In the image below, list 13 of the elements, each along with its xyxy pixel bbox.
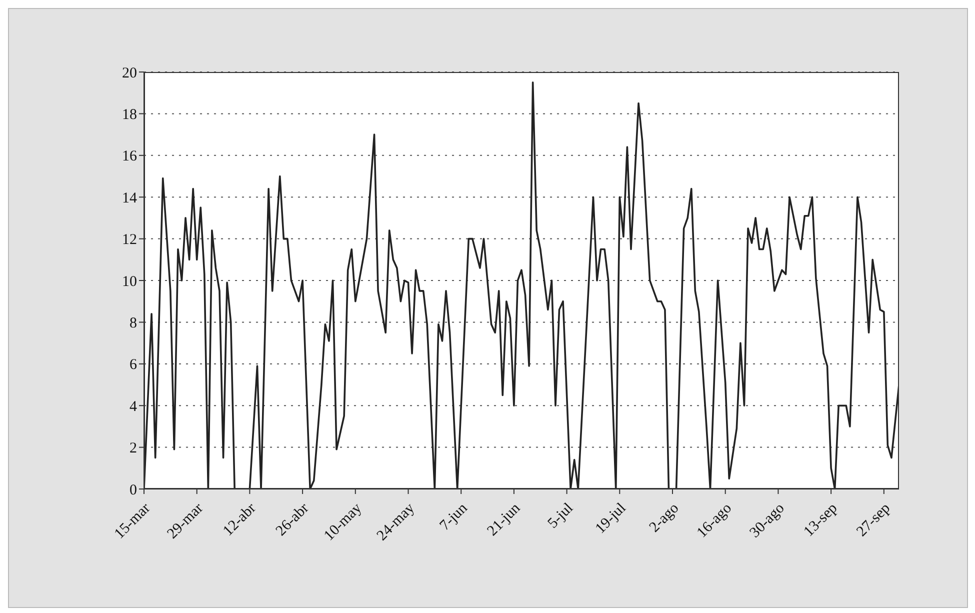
y-tick-label: 16 xyxy=(122,148,138,165)
x-tick-label: 5-jul xyxy=(545,500,576,532)
y-tick-label: 14 xyxy=(122,190,138,206)
y-tick-label: 2 xyxy=(130,440,137,457)
y-tick-label: 12 xyxy=(122,232,137,248)
x-tick-label: 7-jun xyxy=(437,500,472,534)
y-tick-label: 10 xyxy=(122,274,137,290)
y-tick-label: 18 xyxy=(122,107,137,124)
y-tick-label: 20 xyxy=(122,65,137,82)
y-tick-label: 6 xyxy=(130,357,138,374)
y-tick-label: 8 xyxy=(130,316,137,332)
y-tick-label: 0 xyxy=(130,482,137,498)
y-tick-label: 4 xyxy=(130,398,138,415)
